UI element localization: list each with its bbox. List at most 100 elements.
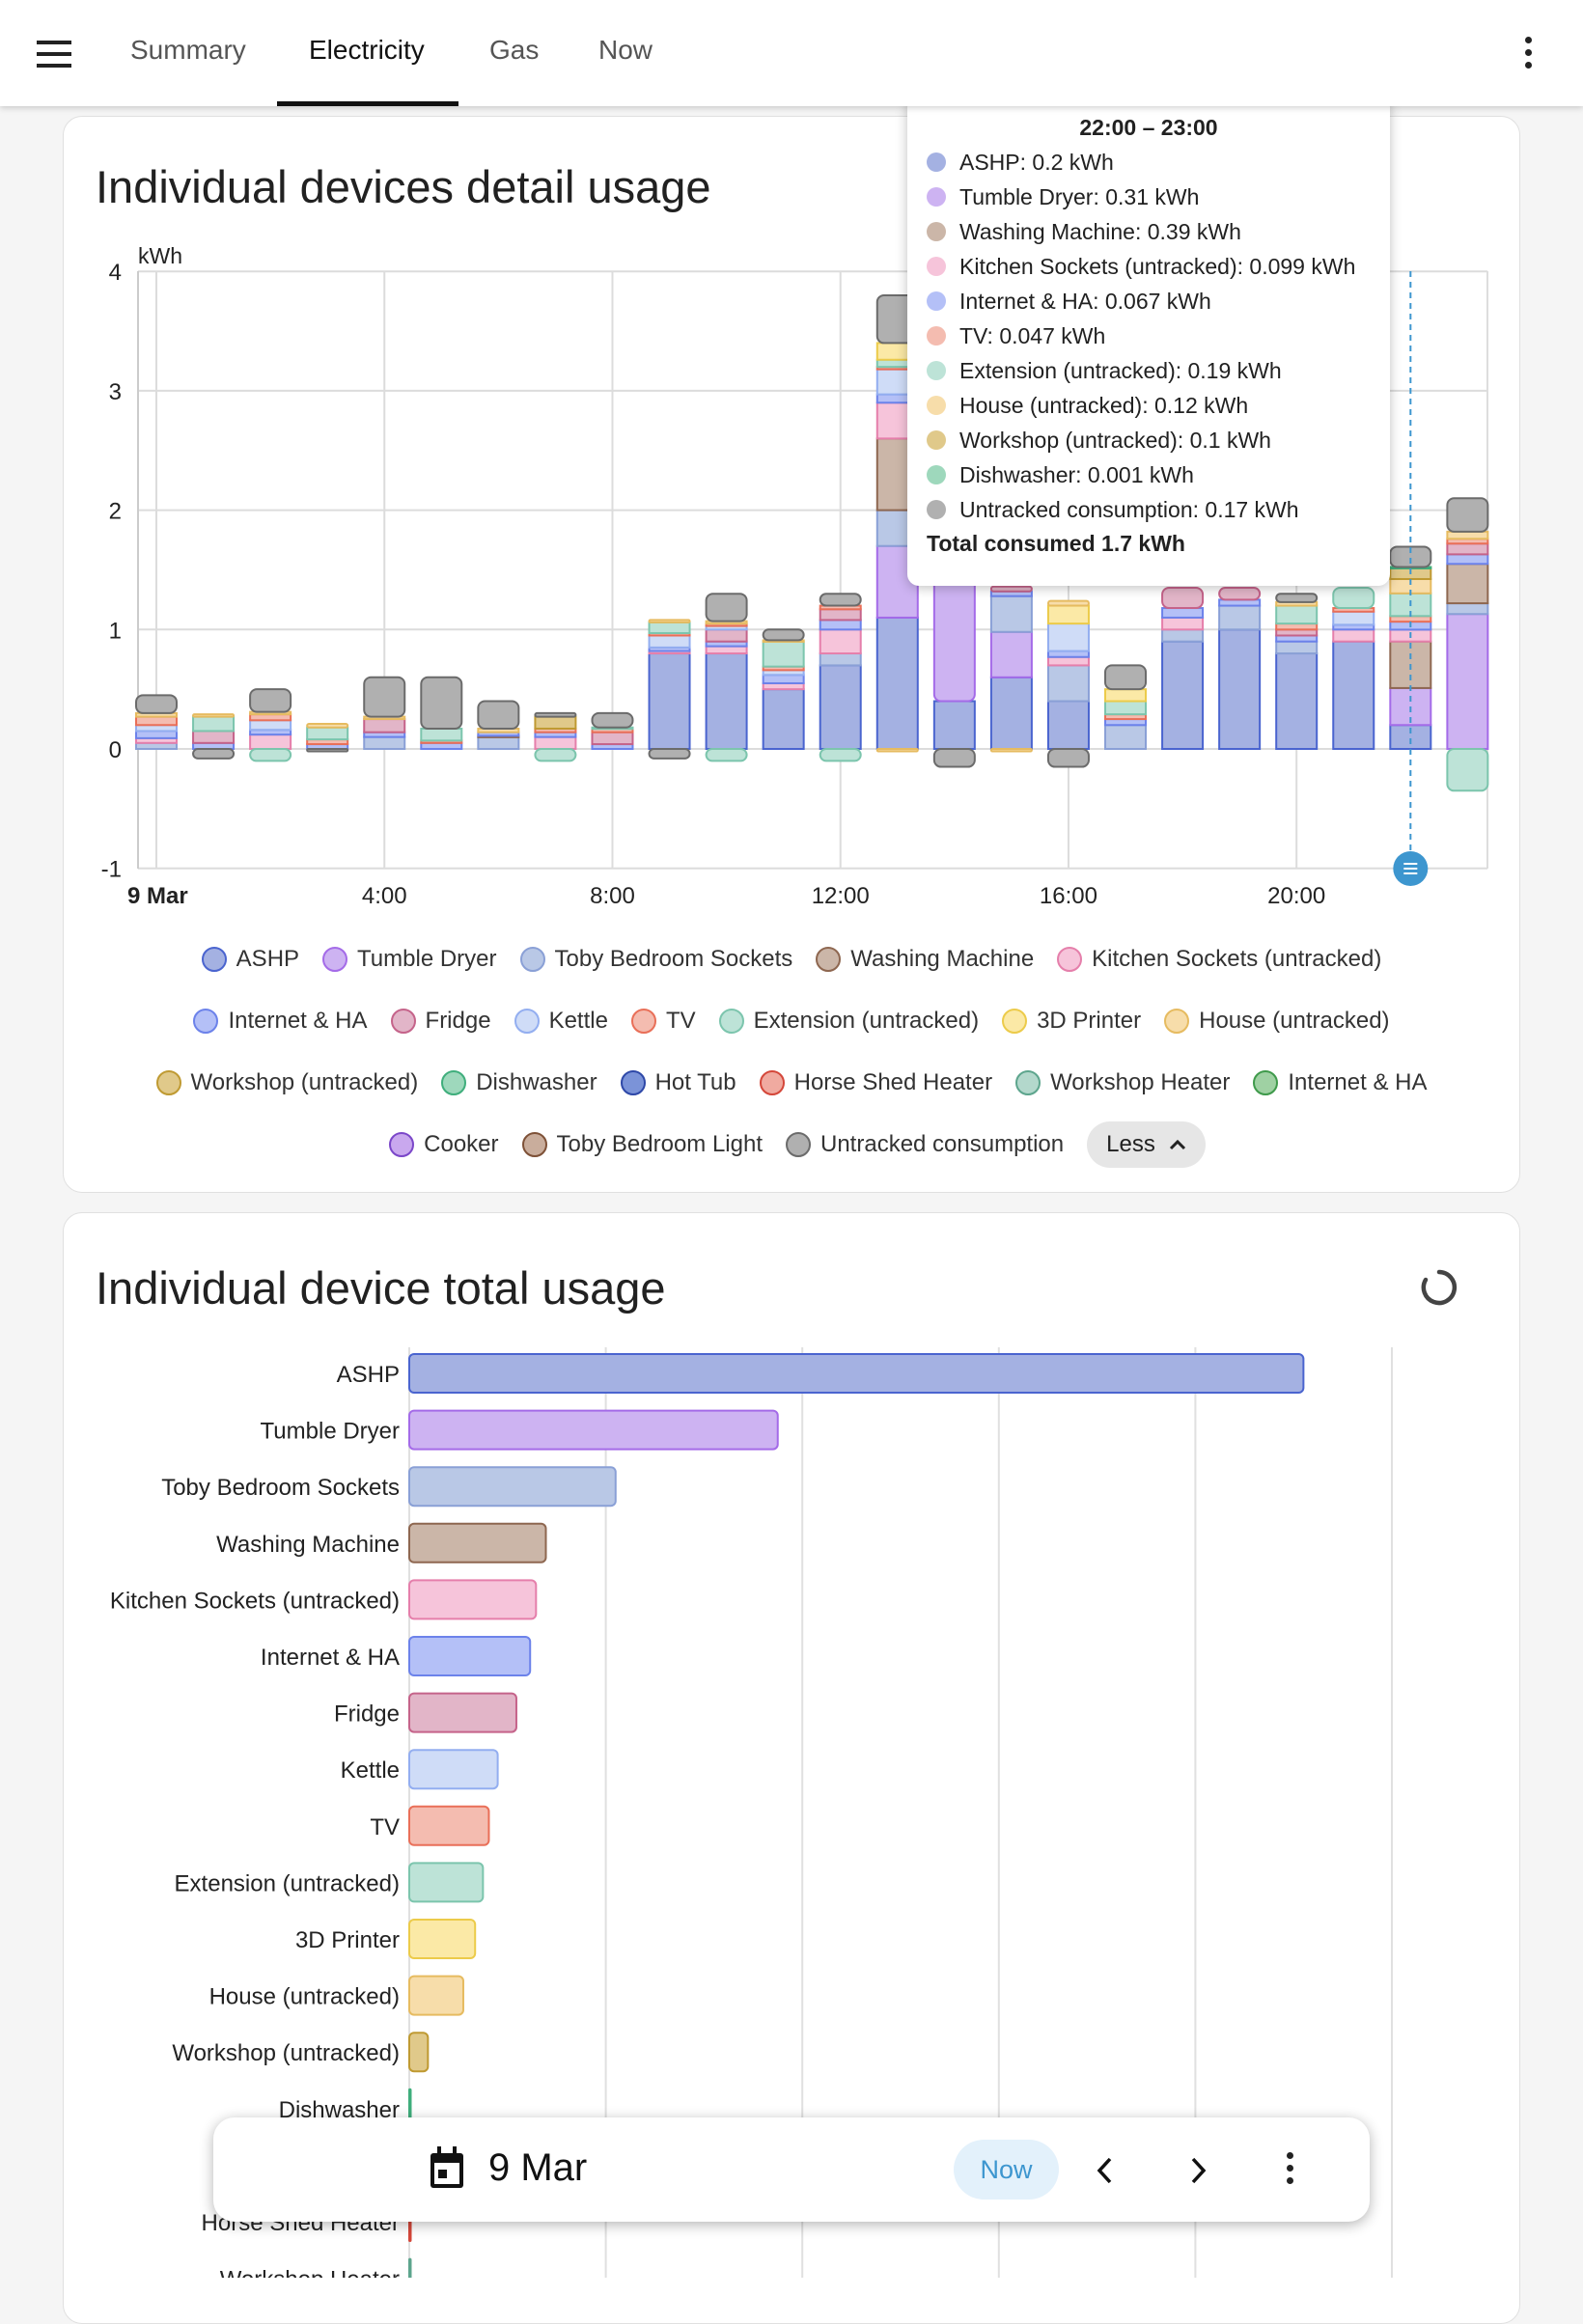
hour-bar-23:00[interactable] xyxy=(1446,497,1489,792)
legend-item[interactable]: Toby Bedroom Sockets xyxy=(519,946,793,973)
legend-item[interactable]: Fridge xyxy=(390,1008,491,1035)
hour-bar-20:00[interactable] xyxy=(1275,593,1319,750)
hour-bar-0:00[interactable] xyxy=(135,694,178,751)
hour-bar-1:00[interactable] xyxy=(192,713,236,760)
bar-segment xyxy=(819,608,862,622)
legend-item[interactable]: Dishwasher xyxy=(441,1069,597,1096)
total-bar[interactable] xyxy=(408,1975,464,2016)
legend-item[interactable]: Washing Machine xyxy=(816,946,1034,973)
hour-bar-7:00[interactable] xyxy=(534,711,577,762)
bar-segment xyxy=(249,748,292,762)
category-label: Washing Machine xyxy=(216,1532,400,1558)
legend-item[interactable]: Extension (untracked) xyxy=(718,1008,979,1035)
hour-bar-15:00[interactable] xyxy=(989,585,1033,753)
chart-tooltip: 22:00 – 23:00 ASHP: 0.2 kWh Tumble Dryer:… xyxy=(907,96,1390,586)
tab-now[interactable]: Now xyxy=(598,35,653,65)
horizontal-bar-chart: ASHP Tumble Dryer Toby Bedroom Sockets Wash… xyxy=(110,1347,1393,2278)
bar-segment xyxy=(648,619,691,623)
series-dot-icon xyxy=(927,222,946,241)
total-bar[interactable] xyxy=(408,1636,532,1676)
legend-item[interactable]: Toby Bedroom Light xyxy=(521,1131,763,1158)
legend-item[interactable]: Untracked consumption xyxy=(786,1131,1064,1158)
legend-less-button[interactable]: Less xyxy=(1087,1121,1206,1168)
chevron-up-icon xyxy=(1169,1139,1185,1150)
legend-dot-icon xyxy=(441,1070,467,1095)
more-options-icon[interactable] xyxy=(1519,37,1537,71)
total-bar[interactable] xyxy=(408,1466,617,1508)
total-bar[interactable] xyxy=(408,1749,499,1790)
total-bar[interactable] xyxy=(408,2032,430,2073)
chart-legend: ASHP Tumble Dryer Toby Bedroom Sockets Wash… xyxy=(63,928,1520,1176)
tab-electricity[interactable]: Electricity xyxy=(309,35,425,65)
total-bar[interactable] xyxy=(408,2257,412,2278)
total-bar[interactable] xyxy=(408,1353,1305,1394)
legend-label: Toby Bedroom Sockets xyxy=(554,946,793,972)
legend-item[interactable]: TV xyxy=(630,1008,696,1035)
hour-bar-22:00[interactable] xyxy=(1389,545,1432,751)
legend-item[interactable]: 3D Printer xyxy=(1002,1008,1141,1035)
bar-segment xyxy=(1104,664,1148,691)
total-bar[interactable] xyxy=(408,1409,779,1451)
legend-item[interactable]: Kettle xyxy=(514,1008,608,1035)
total-bar[interactable] xyxy=(408,1919,477,1959)
legend-item[interactable]: Horse Shed Heater xyxy=(759,1069,992,1096)
hour-bar-18:00[interactable] xyxy=(1161,587,1205,750)
series-dot-icon xyxy=(927,500,946,519)
category-label: TV xyxy=(370,1814,400,1840)
legend-item[interactable]: Internet & HA xyxy=(1253,1069,1427,1096)
hour-bar-9:00[interactable] xyxy=(648,619,691,760)
now-button[interactable]: Now xyxy=(954,2140,1059,2200)
date-options-icon[interactable] xyxy=(1281,2152,1298,2187)
legend-item[interactable]: Workshop Heater xyxy=(1015,1069,1230,1096)
series-dot-icon xyxy=(927,361,946,380)
legend-label: Dishwasher xyxy=(476,1069,597,1095)
legend-item[interactable]: Workshop (untracked) xyxy=(155,1069,418,1096)
total-bar[interactable] xyxy=(408,1522,547,1563)
total-bar[interactable] xyxy=(408,1692,517,1733)
tooltip-line: Untracked consumption: 0.17 kWh xyxy=(927,492,1371,527)
hour-bar-3:00[interactable] xyxy=(306,723,349,753)
legend-item[interactable]: Kitchen Sockets (untracked) xyxy=(1057,946,1381,973)
bar-segment xyxy=(762,688,805,751)
legend-dot-icon xyxy=(201,947,227,972)
total-bar[interactable] xyxy=(408,1862,485,1903)
hour-bar-17:00[interactable] xyxy=(1104,664,1148,751)
selected-date[interactable]: 9 Mar xyxy=(488,2146,588,2189)
legend-item[interactable]: Cooker xyxy=(389,1131,499,1158)
bar-segment xyxy=(1332,628,1375,643)
legend-item[interactable]: Hot Tub xyxy=(620,1069,736,1096)
legend-item[interactable]: Tumble Dryer xyxy=(322,946,497,973)
legend-item[interactable]: House (untracked) xyxy=(1164,1008,1390,1035)
hour-bar-10:00[interactable] xyxy=(705,593,748,762)
legend-label: TV xyxy=(665,1008,696,1034)
hour-bar-19:00[interactable] xyxy=(1218,587,1262,750)
y-tick-label: 0 xyxy=(109,737,122,763)
hour-bar-12:00[interactable] xyxy=(819,593,862,762)
hour-bar-6:00[interactable] xyxy=(477,700,520,751)
hour-bar-16:00[interactable] xyxy=(1046,599,1090,768)
hour-bar-21:00[interactable] xyxy=(1332,587,1375,750)
calendar-icon[interactable] xyxy=(428,2146,466,2191)
hour-bar-5:00[interactable] xyxy=(420,676,463,751)
tab-gas[interactable]: Gas xyxy=(489,35,540,65)
legend-item[interactable]: Internet & HA xyxy=(193,1008,368,1035)
hour-bar-4:00[interactable] xyxy=(363,676,406,751)
menu-icon[interactable] xyxy=(37,41,71,68)
tooltip-line: Dishwasher: 0.001 kWh xyxy=(927,457,1371,492)
tab-summary[interactable]: Summary xyxy=(130,35,246,65)
hour-bar-2:00[interactable] xyxy=(249,688,292,762)
legend-item[interactable]: ASHP xyxy=(201,946,299,973)
y-axis-unit: kWh xyxy=(138,243,182,268)
hour-bar-14:00[interactable] xyxy=(932,557,976,768)
hour-bar-8:00[interactable] xyxy=(591,711,634,751)
date-picker-bar: 9 Mar Now xyxy=(213,2117,1370,2222)
legend-dot-icon xyxy=(390,1009,416,1034)
total-bar[interactable] xyxy=(408,1805,490,1846)
chevron-left-icon[interactable] xyxy=(1094,2156,1117,2185)
chevron-right-icon[interactable] xyxy=(1186,2156,1209,2185)
hour-bar-11:00[interactable] xyxy=(762,628,805,751)
bar-segment xyxy=(1046,655,1090,667)
bar-segment xyxy=(249,733,292,751)
legend-label: Toby Bedroom Light xyxy=(556,1131,763,1157)
total-bar[interactable] xyxy=(408,1579,538,1620)
